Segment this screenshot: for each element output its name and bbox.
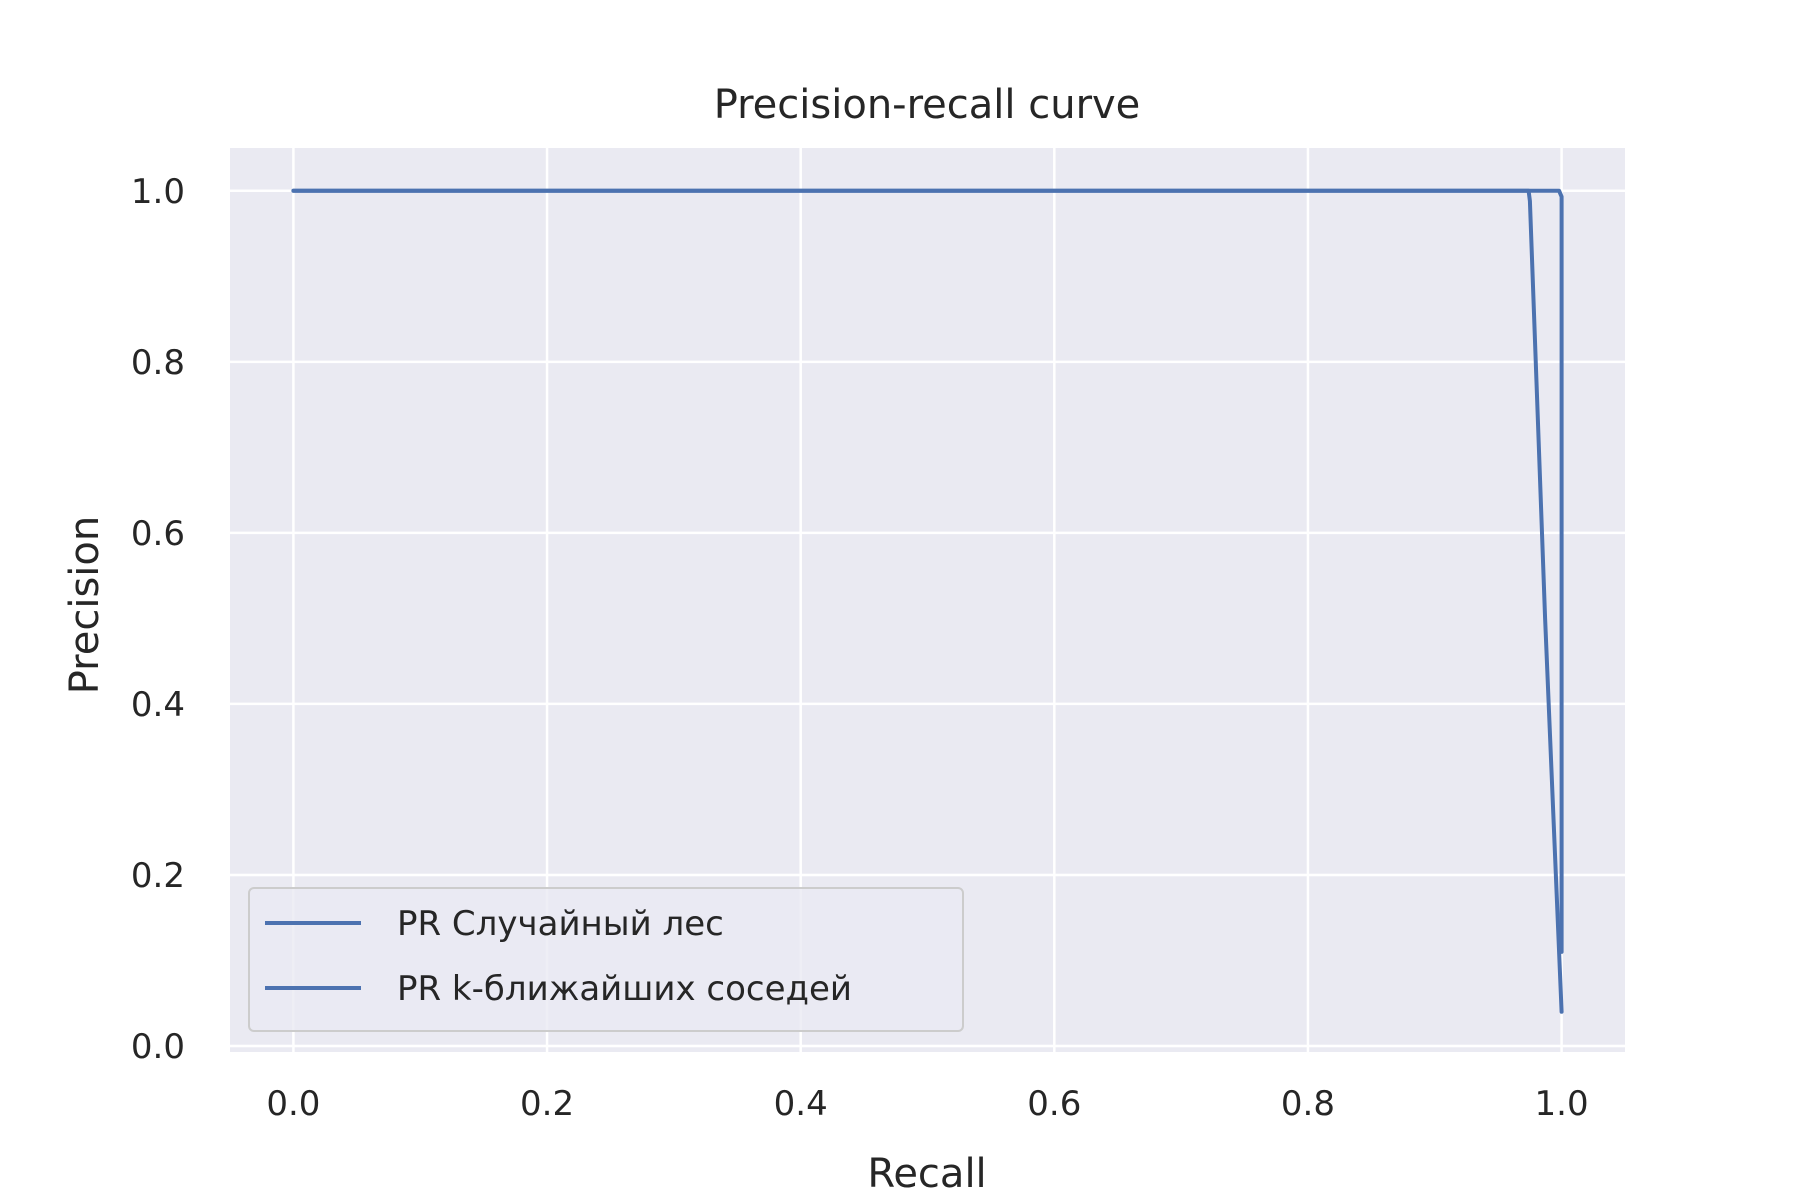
- legend-label-knn: PR k-ближайших соседей: [397, 969, 852, 1009]
- y-tick-label: 0.2: [131, 856, 185, 896]
- x-tick-label: 1.0: [1535, 1084, 1589, 1124]
- y-ticks: 0.0 0.2 0.4 0.6 0.8 1.0: [131, 172, 185, 1067]
- y-tick-label: 0.8: [131, 343, 185, 383]
- legend-label-random-forest: PR Случайный лес: [397, 904, 724, 944]
- x-tick-label: 0.0: [266, 1084, 320, 1124]
- chart-title: Precision-recall curve: [714, 82, 1141, 128]
- x-tick-label: 0.2: [520, 1084, 574, 1124]
- legend: PR Случайный лес PR k-ближайших соседей: [248, 887, 964, 1032]
- x-tick-label: 0.6: [1027, 1084, 1081, 1124]
- x-tick-label: 0.8: [1281, 1084, 1335, 1124]
- x-axis-label: Recall: [867, 1151, 986, 1197]
- series-line-1: [291, 188, 1564, 1014]
- y-tick-label: 0.0: [131, 1027, 185, 1067]
- x-tick-label: 0.4: [774, 1084, 828, 1124]
- y-tick-label: 0.4: [131, 685, 185, 725]
- x-ticks: 0.0 0.2 0.4 0.6 0.8 1.0: [266, 1084, 1588, 1124]
- legend-box: [248, 887, 964, 1032]
- y-axis-label: Precision: [62, 516, 108, 694]
- series-layer: [291, 188, 1564, 1014]
- y-tick-label: 1.0: [131, 172, 185, 212]
- y-tick-label: 0.6: [131, 514, 185, 554]
